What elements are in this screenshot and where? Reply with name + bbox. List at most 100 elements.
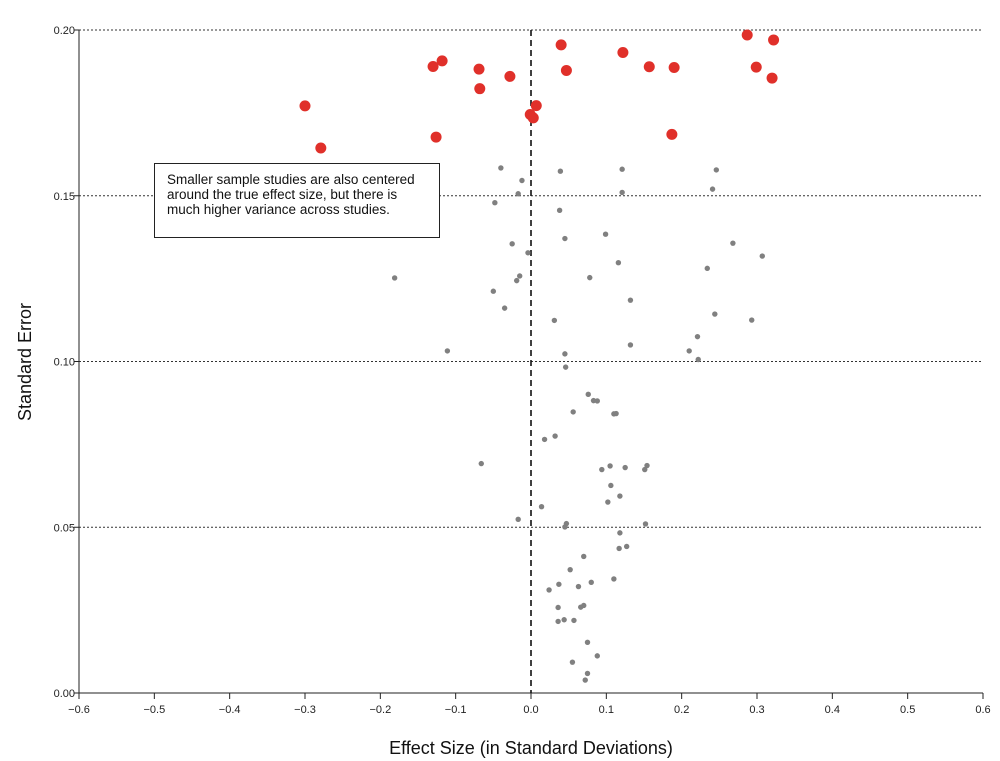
study-point (581, 553, 587, 560)
study-point (617, 493, 623, 499)
study-point (538, 503, 545, 510)
study-point (561, 617, 567, 623)
study-point (616, 545, 622, 552)
study-point (444, 348, 451, 354)
study-point (570, 409, 576, 415)
study-point (619, 166, 625, 172)
study-point (611, 411, 617, 417)
x-tick-label: 0.5 (900, 704, 915, 716)
study-point (546, 587, 552, 593)
study-point (555, 618, 561, 625)
study-point (694, 333, 701, 340)
study-point (490, 288, 497, 294)
highlight-point (430, 131, 442, 143)
study-point (615, 260, 622, 266)
study-point (551, 317, 558, 324)
study-point (611, 576, 617, 582)
study-point (509, 241, 515, 247)
x-tick-label: 0.6 (975, 704, 990, 716)
study-point (730, 240, 736, 246)
study-point (515, 191, 521, 197)
highlight-point (473, 63, 485, 75)
study-point (686, 348, 692, 354)
study-point (525, 250, 531, 256)
study-point (607, 463, 613, 469)
study-point (619, 189, 625, 196)
x-tick-label: −0.3 (294, 704, 316, 716)
study-point (642, 466, 648, 473)
x-axis-title: Effect Size (in Standard Deviations) (389, 738, 673, 758)
y-tick-label: 0.20 (54, 25, 75, 37)
y-tick-label: 0.10 (54, 357, 75, 369)
y-tick-label: 0.00 (54, 688, 75, 700)
highlight-point (504, 70, 516, 82)
study-point (478, 460, 484, 467)
data-points (299, 29, 780, 683)
study-point (498, 165, 504, 171)
study-point (557, 168, 564, 174)
study-point (519, 177, 525, 184)
x-tick-label: −0.1 (445, 704, 467, 716)
study-point (602, 231, 609, 237)
study-point (704, 265, 710, 272)
y-axis-title: Standard Error (15, 303, 35, 421)
x-tick-label: 0.3 (749, 704, 764, 716)
highlight-point (643, 61, 655, 73)
x-tick-label: 0.2 (674, 704, 689, 716)
study-point (582, 677, 588, 683)
highlight-point (436, 55, 448, 67)
study-point (587, 274, 593, 281)
study-point (515, 516, 521, 522)
x-tick-label: −0.5 (143, 704, 165, 716)
study-point (567, 566, 573, 573)
study-point (623, 543, 630, 550)
highlight-point (427, 60, 439, 72)
study-point (588, 579, 594, 585)
annotation-box: Smaller sample studies are also centered… (154, 163, 440, 238)
x-tick-label: 0.0 (523, 704, 538, 716)
highlight-point (617, 47, 629, 59)
highlight-point (530, 100, 542, 112)
study-point (608, 482, 614, 489)
study-point (492, 200, 498, 206)
study-point (571, 617, 577, 624)
study-point (562, 364, 569, 370)
study-point (759, 253, 765, 259)
study-point (562, 524, 568, 530)
highlight-point (668, 61, 680, 73)
highlight-point (527, 112, 539, 124)
study-point (501, 305, 508, 311)
highlight-point (766, 72, 778, 84)
study-point (578, 604, 584, 610)
highlight-point (474, 83, 486, 95)
study-point (617, 530, 623, 536)
study-point (517, 273, 523, 279)
study-point (605, 499, 611, 505)
study-point (584, 639, 591, 645)
highlight-point (666, 128, 678, 140)
study-point (594, 398, 600, 404)
x-tick-label: −0.4 (219, 704, 241, 716)
study-point (541, 436, 548, 443)
annotation-text: Smaller sample studies are also centered… (167, 172, 415, 217)
x-tick-label: −0.2 (369, 704, 391, 716)
highlight-point (555, 39, 567, 51)
x-tick-label: −0.6 (68, 704, 90, 716)
y-tick-label: 0.05 (54, 522, 75, 534)
study-point (562, 351, 568, 357)
x-tick-label: 0.4 (825, 704, 840, 716)
highlight-point (315, 142, 327, 154)
highlight-point (560, 64, 572, 76)
study-point (552, 433, 558, 439)
study-point (712, 311, 718, 317)
study-point (709, 186, 716, 192)
study-point (584, 670, 591, 677)
study-point (391, 275, 398, 281)
axes (74, 29, 984, 699)
study-point (562, 235, 568, 242)
study-point (575, 583, 582, 590)
study-point (556, 581, 562, 587)
study-point (513, 277, 520, 284)
study-point (695, 356, 701, 363)
